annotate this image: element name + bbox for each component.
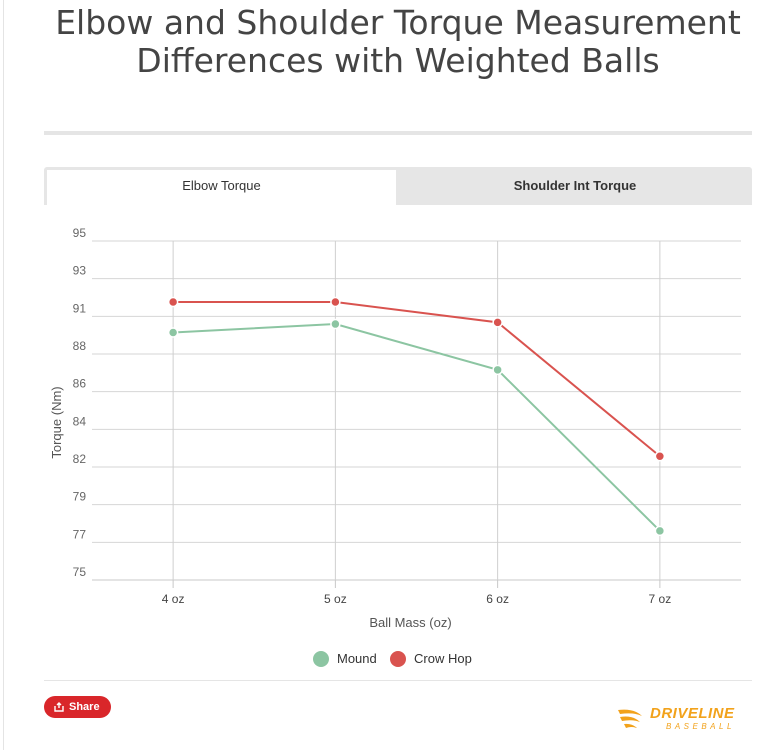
- legend-label: Mound: [337, 651, 377, 666]
- logo-subtitle: BASEBALL: [666, 722, 735, 731]
- data-point-mound: [492, 364, 503, 376]
- y-tick-label: 88: [73, 339, 87, 353]
- chart-legend: Mound Crow Hop: [0, 648, 779, 670]
- logo-wordmark: DRIVELINE: [650, 705, 735, 722]
- legend-swatch: [390, 651, 406, 667]
- x-tick-label: 4 oz: [162, 592, 185, 606]
- line-chart: 95 93 91 88 86 84 82 79 77 75 4 oz 5 oz 6 oz 7 oz Ball…: [49, 226, 741, 630]
- y-tick-label: 95: [73, 226, 87, 240]
- x-tick-label: 7 oz: [649, 592, 672, 606]
- footer-divider: [44, 680, 752, 681]
- legend-swatch: [313, 651, 329, 667]
- tab-shoulder-int-torque[interactable]: Shoulder Int Torque: [513, 178, 637, 193]
- driveline-mark-icon: [618, 709, 642, 728]
- data-point-crow-hop: [492, 317, 503, 328]
- y-tick-label: 93: [73, 264, 87, 278]
- title-divider: [44, 131, 752, 135]
- data-point-mound: [330, 318, 341, 330]
- x-tick-label: 5 oz: [324, 592, 347, 606]
- share-button[interactable]: Share: [44, 696, 111, 718]
- left-border: [3, 0, 4, 750]
- series-line-crow-hop: [173, 301, 661, 458]
- data-point-crow-hop: [330, 296, 341, 308]
- driveline-logo[interactable]: DRIVELINE BASEBALL: [616, 704, 738, 734]
- y-tick-label: 86: [73, 377, 87, 391]
- y-tick-label: 84: [73, 414, 87, 428]
- y-tick-label: 79: [73, 490, 87, 504]
- share-label: Share: [69, 701, 100, 713]
- data-point-mound: [654, 525, 666, 537]
- legend-label: Crow Hop: [414, 651, 472, 666]
- y-axis-label: Torque (Nm): [49, 386, 64, 458]
- x-axis-label: Ball Mass (oz): [369, 615, 451, 630]
- y-tick-label: 77: [73, 527, 87, 541]
- y-tick-label: 91: [73, 301, 87, 315]
- x-tick-label: 6 oz: [486, 592, 509, 606]
- tab-elbow-torque[interactable]: Elbow Torque: [47, 170, 396, 205]
- series-line-mound: [173, 323, 661, 532]
- page-title: Elbow and Shoulder Torque Measurement Di…: [55, 3, 741, 80]
- y-tick-label: 82: [73, 452, 87, 466]
- share-icon: [54, 702, 64, 712]
- data-point-crow-hop: [654, 451, 666, 462]
- data-point-crow-hop: [167, 296, 179, 308]
- y-tick-label: 75: [73, 565, 87, 579]
- data-point-mound: [167, 327, 179, 338]
- chart-tabs: Elbow Torque Shoulder Int Torque: [44, 167, 752, 205]
